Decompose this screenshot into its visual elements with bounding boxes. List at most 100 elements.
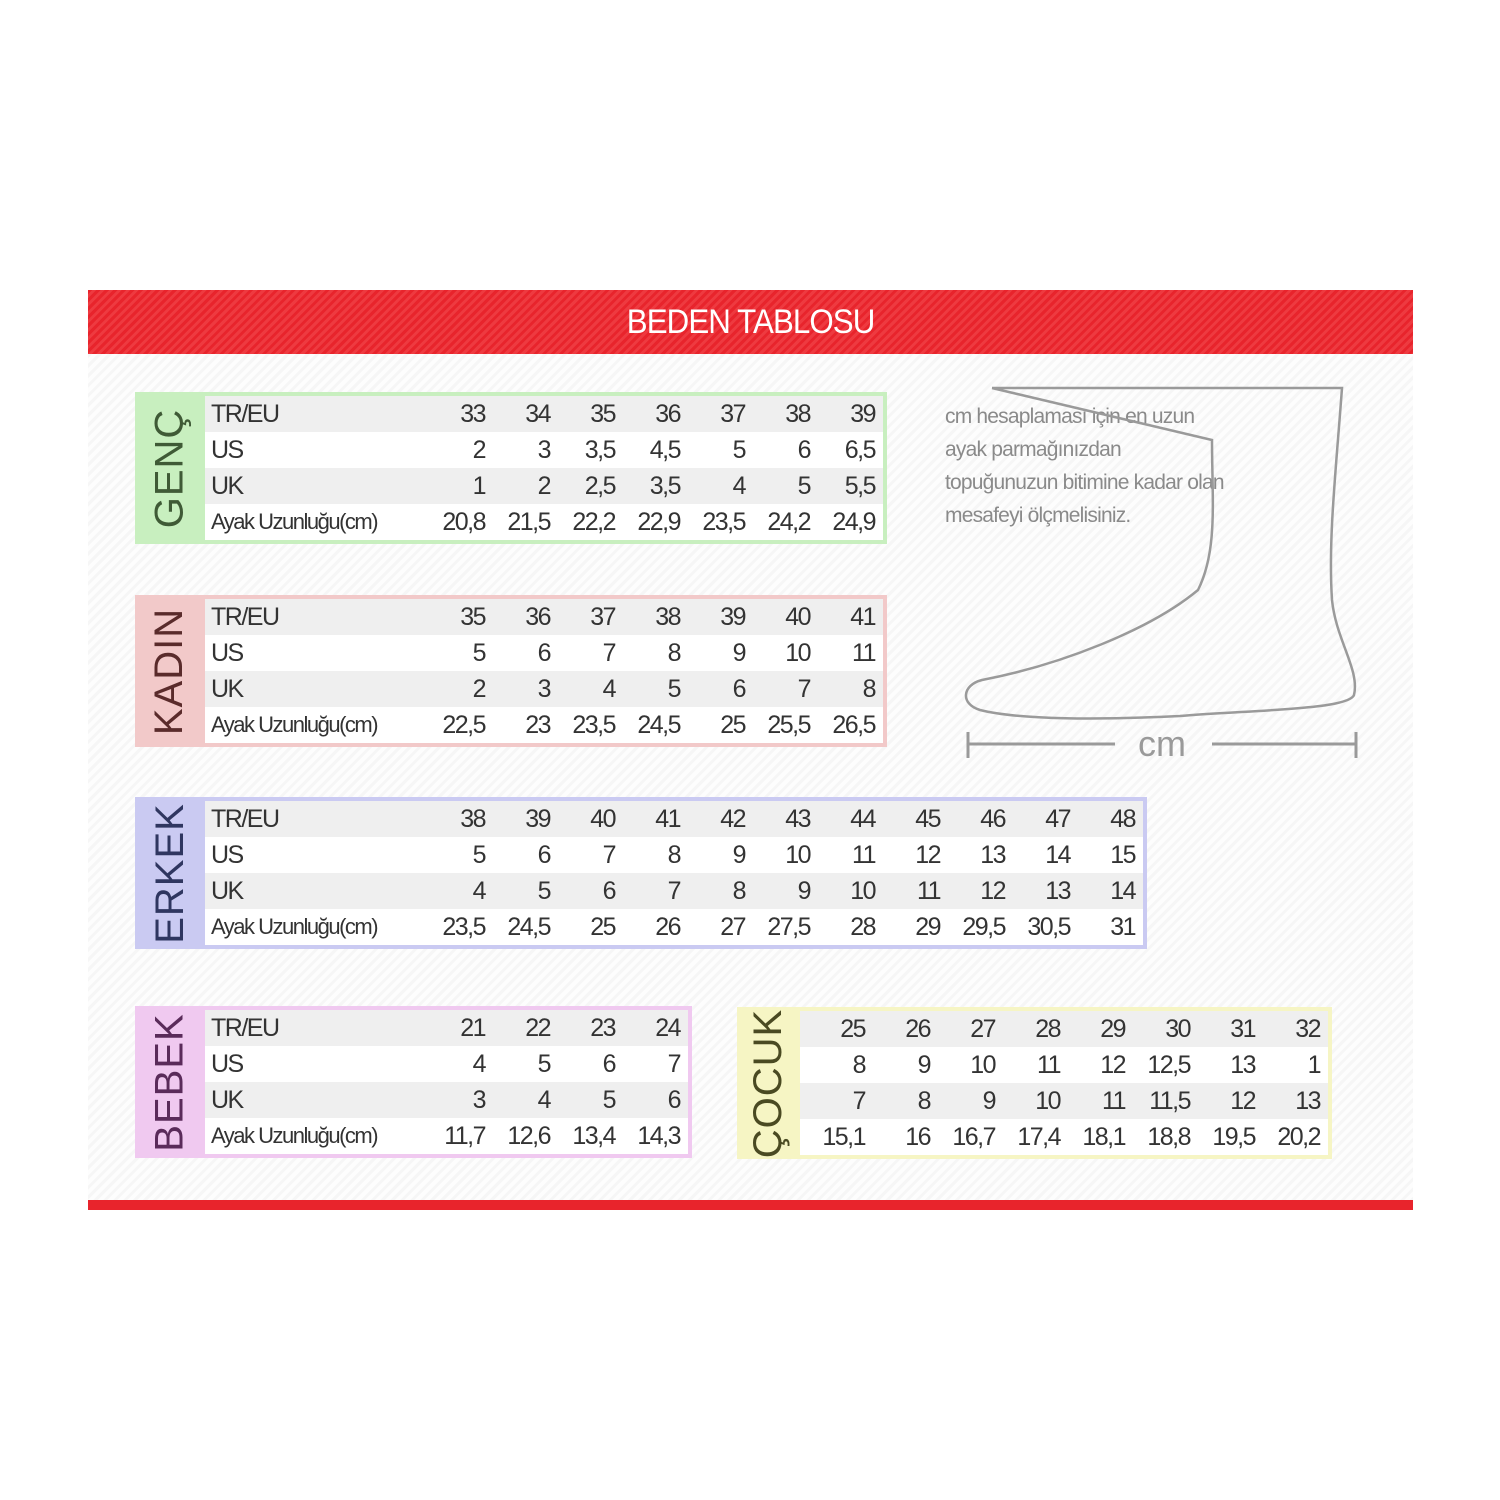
table-cell: 36	[525, 602, 551, 631]
table-cell: 7	[797, 674, 812, 703]
table-cell: 13	[1230, 1050, 1256, 1079]
table-cell: 6	[537, 638, 552, 667]
table-cell: 1	[1307, 1050, 1322, 1079]
table-cell: 42	[720, 804, 746, 833]
table-cell: 13	[1045, 876, 1071, 905]
table-cell: 35	[590, 399, 616, 428]
table-cell: 10	[850, 876, 876, 905]
table-cell: 15,1	[822, 1122, 866, 1151]
table-row: TR/EU 38 39 40 41 42 43 44 45 46 47 48	[205, 801, 1143, 837]
table-cell: 39	[525, 804, 551, 833]
table-cell: 9	[917, 1050, 932, 1079]
table-cell: 13	[980, 840, 1006, 869]
table-cell: 2	[472, 674, 487, 703]
table-cell: 8	[667, 840, 682, 869]
size-table-4: ÇOCUK 25 26 27 28 29 30 31 32 8 9 10 11 12 12,5 13 1 7 8 9 1…	[737, 1007, 1332, 1159]
table-cell: 4	[537, 1085, 552, 1114]
table-cell: 4	[472, 1049, 487, 1078]
table-cell: 36	[655, 399, 681, 428]
table-row: US 5 6 7 8 9 10 11	[205, 635, 883, 671]
table-cell: 31	[1110, 912, 1136, 941]
table-cell: 5	[602, 1085, 617, 1114]
table-cell: 37	[720, 399, 746, 428]
table-cell: 12	[1100, 1050, 1126, 1079]
row-label: US	[211, 435, 244, 464]
row-label: US	[211, 840, 244, 869]
table-cell: 12	[915, 840, 941, 869]
table-cell: 3	[472, 1085, 487, 1114]
table-row: UK 2 3 4 5 6 7 8	[205, 671, 883, 707]
table-cell: 16	[905, 1122, 931, 1151]
row-label: US	[211, 1049, 244, 1078]
table-row: US 2 3 3,5 4,5 5 6 6,5	[205, 432, 883, 468]
table-cell: 9	[732, 638, 747, 667]
table-cell: 14	[1110, 876, 1136, 905]
table-cell: 5	[797, 471, 812, 500]
table-cell: 38	[785, 399, 811, 428]
table-cell: 11	[852, 840, 876, 869]
table-row: TR/EU 33 34 35 36 37 38 39	[205, 396, 883, 432]
table-cell: 23,5	[572, 710, 616, 739]
table-cell: 10	[785, 638, 811, 667]
table-cell: 24,9	[832, 507, 876, 536]
table-cell: 41	[850, 602, 876, 631]
table-cell: 11	[1102, 1086, 1126, 1115]
table-cell: 12,5	[1147, 1050, 1191, 1079]
table-cell: 6,5	[844, 435, 877, 464]
table-cell: 3	[537, 435, 552, 464]
table-cell: 9	[982, 1086, 997, 1115]
table-cell: 28	[1035, 1014, 1061, 1043]
table-cell: 10	[785, 840, 811, 869]
table-cell: 35	[460, 602, 486, 631]
row-label: UK	[211, 1085, 244, 1114]
table-cell: 17,4	[1017, 1122, 1061, 1151]
row-label: UK	[211, 471, 244, 500]
row-label: TR/EU	[211, 602, 280, 631]
table-cell: 6	[797, 435, 812, 464]
table-cell: 12	[1230, 1086, 1256, 1115]
table-cell: 40	[785, 602, 811, 631]
table-cell: 22,2	[572, 507, 616, 536]
table-cell: 11,7	[444, 1121, 486, 1150]
table-cell: 5	[667, 674, 682, 703]
table-row: TR/EU 21 22 23 24	[205, 1010, 688, 1046]
table-cell: 6	[602, 876, 617, 905]
size-table-3: BEBEK TR/EU 21 22 23 24 US 4 5 6 7 UK 3 4 5 6 Ayak Uzunl…	[135, 1006, 692, 1158]
row-label: UK	[211, 674, 244, 703]
table-cell: 39	[720, 602, 746, 631]
table-cell: 11	[852, 638, 876, 667]
table-cell: 27,5	[767, 912, 811, 941]
table-cell: 26,5	[832, 710, 876, 739]
table-cell: 6	[602, 1049, 617, 1078]
table-cell: 15	[1110, 840, 1136, 869]
table-row: UK 3 4 5 6	[205, 1082, 688, 1118]
table-cell: 21,5	[507, 507, 551, 536]
table-row: 15,1 16 16,7 17,4 18,1 18,8 19,5 20,2	[800, 1119, 1328, 1155]
table-cell: 7	[602, 840, 617, 869]
table-category-label: BEBEK	[135, 1010, 205, 1154]
table-cell: 32	[1295, 1014, 1321, 1043]
table-cell: 2	[472, 435, 487, 464]
table-cell: 7	[667, 876, 682, 905]
title-banner: BEDEN TABLOSU	[88, 290, 1413, 354]
table-cell: 3,5	[584, 435, 617, 464]
table-cell: 11	[1037, 1050, 1061, 1079]
category-name: GENÇ	[147, 408, 192, 528]
table-cell: 46	[980, 804, 1006, 833]
table-cell: 29	[915, 912, 941, 941]
table-cell: 2	[537, 471, 552, 500]
table-cell: 29,5	[962, 912, 1006, 941]
table-category-label: GENÇ	[135, 396, 205, 540]
table-cell: 19,5	[1212, 1122, 1256, 1151]
table-cell: 34	[525, 399, 551, 428]
table-cell: 6	[667, 1085, 682, 1114]
table-cell: 11,5	[1149, 1086, 1191, 1115]
table-cell: 12	[980, 876, 1006, 905]
table-cell: 23	[590, 1013, 616, 1042]
table-cell: 47	[1045, 804, 1071, 833]
row-label: TR/EU	[211, 399, 280, 428]
table-cell: 18,8	[1147, 1122, 1191, 1151]
table-cell: 8	[732, 876, 747, 905]
table-cell: 5	[537, 1049, 552, 1078]
size-table-2: ERKEK TR/EU 38 39 40 41 42 43 44 45 46 47 48 US 5 6 7 8 9 1…	[135, 797, 1147, 949]
